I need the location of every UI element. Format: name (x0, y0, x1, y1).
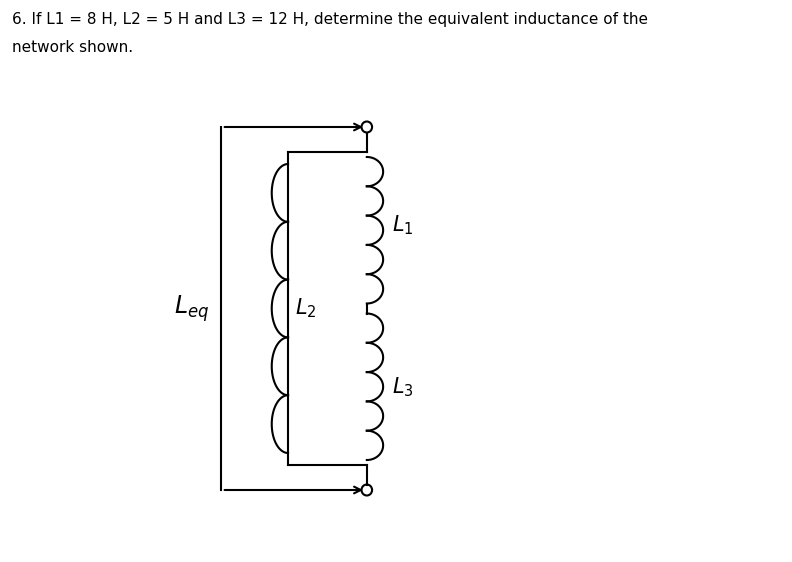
Text: $L_{eq}$: $L_{eq}$ (174, 293, 209, 324)
Text: $L_1$: $L_1$ (392, 214, 413, 237)
Text: $L_2$: $L_2$ (295, 297, 316, 320)
Text: $L_3$: $L_3$ (392, 375, 413, 398)
Text: 6. If L1 = 8 H, L2 = 5 H and L3 = 12 H, determine the equivalent inductance of t: 6. If L1 = 8 H, L2 = 5 H and L3 = 12 H, … (12, 12, 648, 27)
Text: network shown.: network shown. (12, 40, 132, 55)
